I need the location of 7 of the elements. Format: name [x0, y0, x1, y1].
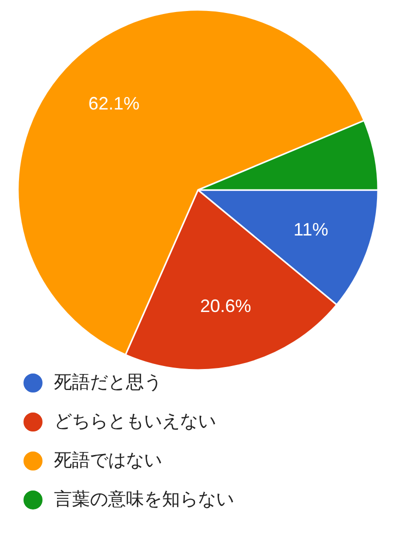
data-label: 62.1% — [88, 93, 140, 114]
legend-label: 死語だと思う — [54, 372, 162, 393]
legend-label: 死語ではない — [54, 450, 162, 471]
legend-label: 言葉の意味を知らない — [54, 489, 234, 510]
data-label: 11% — [294, 220, 328, 240]
data-label: 20.6% — [200, 296, 252, 316]
legend-label: どちらともいえない — [54, 411, 216, 432]
